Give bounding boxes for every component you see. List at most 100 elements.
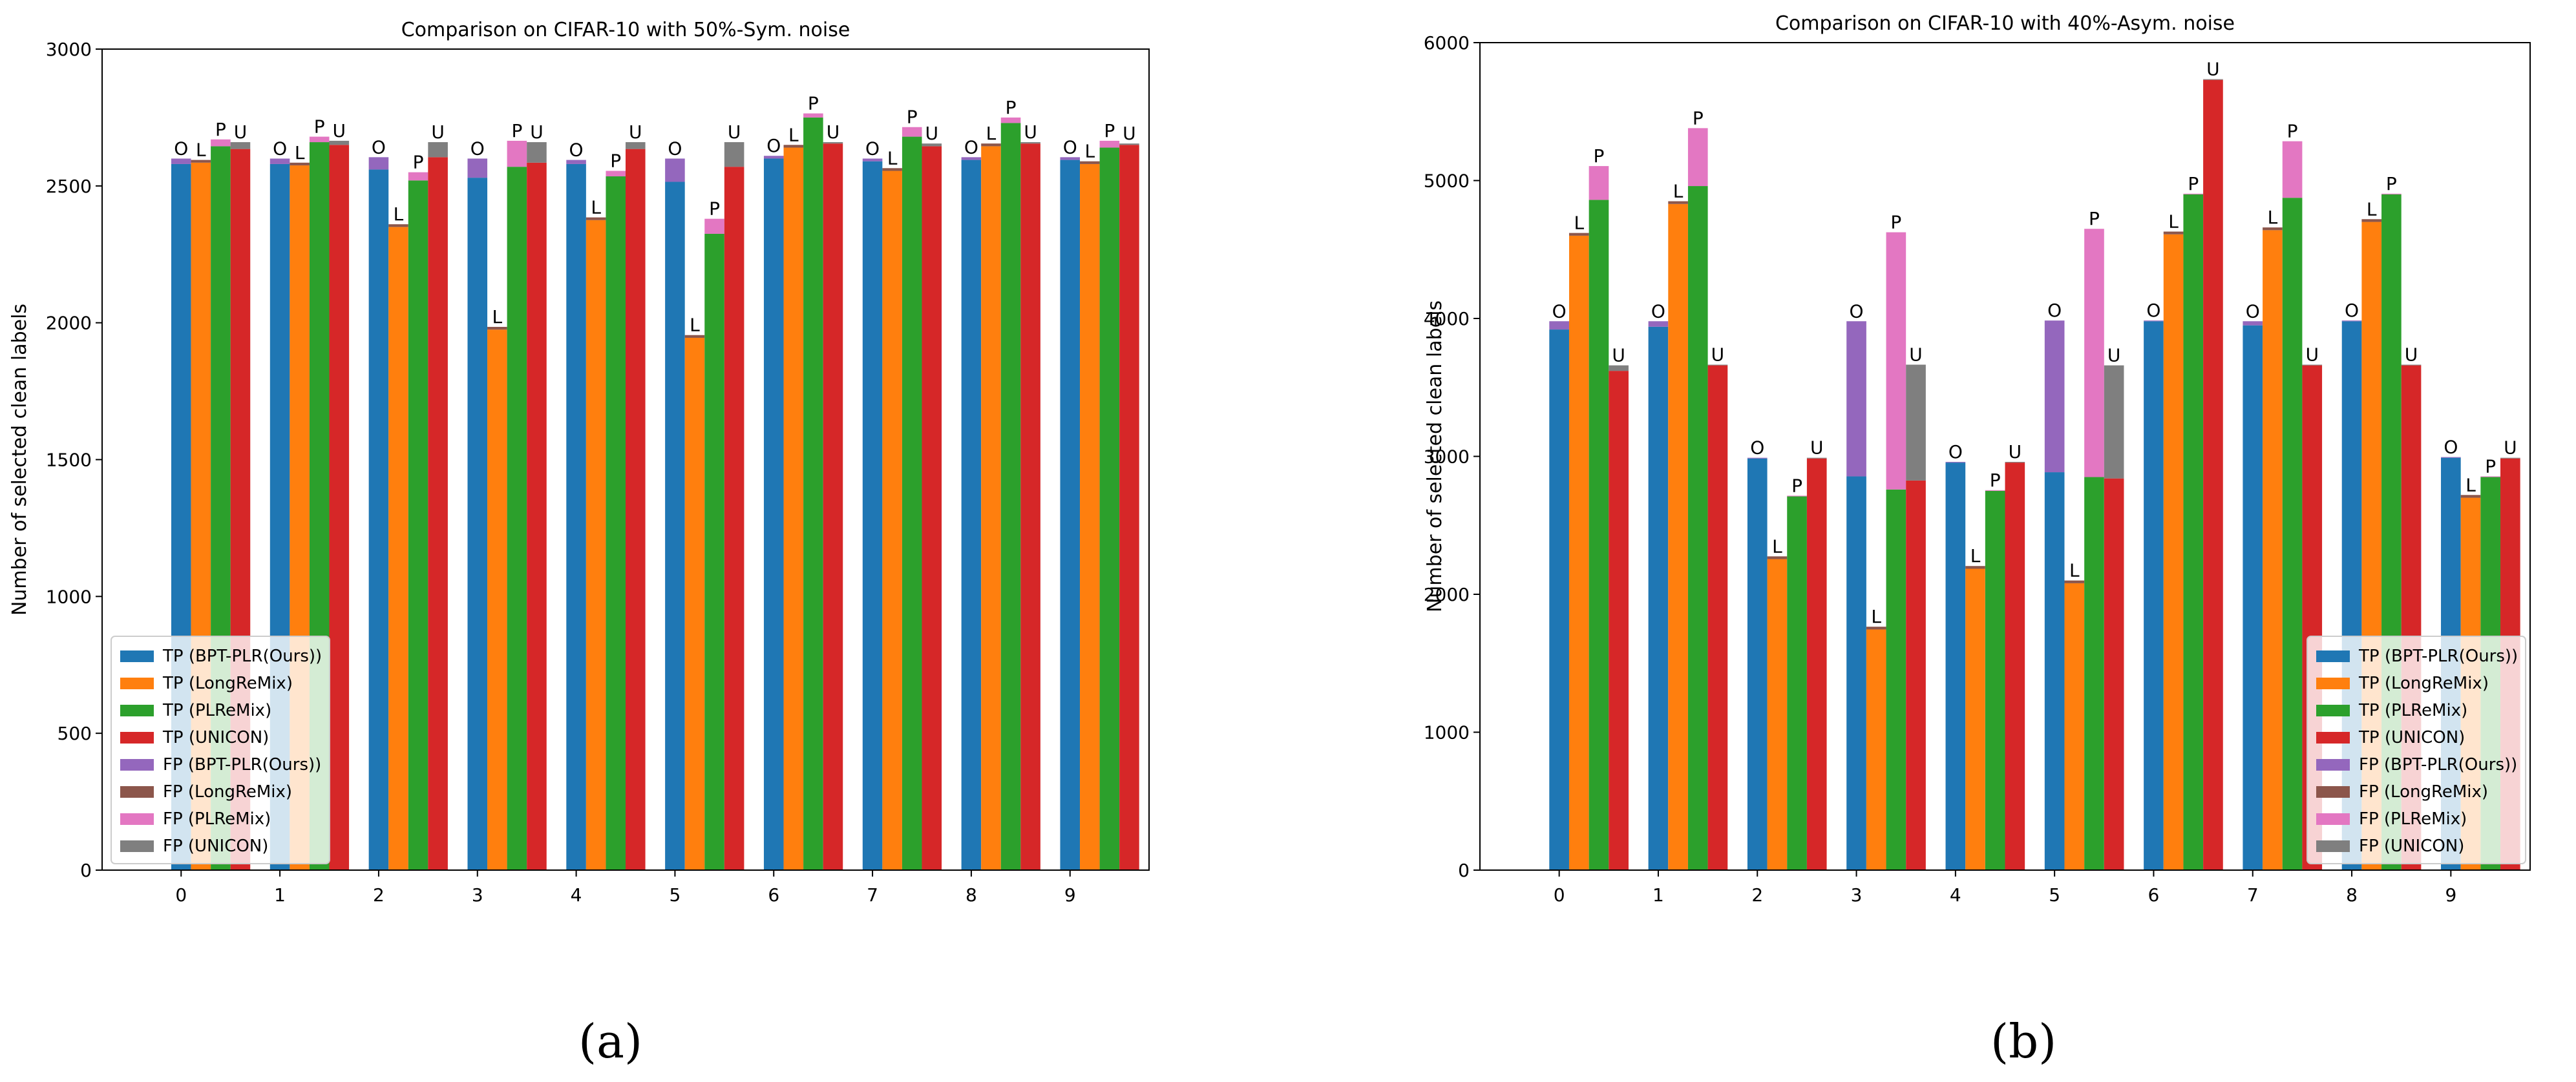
bar-fp [1549, 321, 1569, 330]
bar-method-label: U [1612, 345, 1625, 366]
bar-fp [1099, 140, 1120, 148]
bar-fp [309, 136, 330, 143]
bar-fp [684, 335, 705, 338]
bar-fp [1985, 490, 2005, 491]
bar-tp [2044, 472, 2065, 870]
y-tick-label: 500 [58, 723, 92, 744]
bar-tp [2203, 79, 2223, 870]
bar-tp [2243, 325, 2263, 870]
bar-fp [2243, 321, 2263, 326]
bar-tp [388, 227, 408, 871]
y-tick-label: 2000 [46, 313, 92, 334]
bar-method-label: P [314, 116, 325, 138]
bar-fp [388, 224, 408, 227]
bar-fp [724, 142, 744, 167]
bar-method-label: O [1063, 136, 1077, 158]
bar-fp [586, 217, 606, 220]
legend-label: FP (PLReMix) [2359, 809, 2467, 829]
bar-fp [1080, 161, 1100, 164]
bar-fp [211, 139, 231, 147]
bar-tp [428, 157, 448, 870]
bar-tp [586, 220, 606, 871]
bar-tp [566, 163, 586, 871]
bar-fp [922, 143, 942, 147]
bar-fp [626, 142, 646, 149]
bar-fp [902, 127, 922, 137]
bar-fp [2361, 219, 2382, 222]
legend-swatch [2316, 678, 2350, 689]
bar-fp [1000, 117, 1021, 123]
bar-tp [329, 145, 350, 871]
bar-method-label: P [1791, 475, 1802, 496]
bar-method-label: L [2465, 474, 2476, 495]
bar-fp [408, 172, 428, 181]
y-tick-label: 2000 [1424, 584, 1470, 605]
bar-fp [981, 143, 1001, 147]
legend-box [2307, 636, 2526, 864]
bar-method-label: P [610, 151, 621, 172]
legend-label: FP (LongReMix) [163, 782, 292, 802]
bar-method-label: L [887, 147, 898, 169]
bar-fp [1568, 233, 1589, 236]
legend-swatch [120, 678, 154, 689]
bar-method-label: O [865, 138, 880, 159]
bar-fp [2144, 320, 2164, 322]
bar-fp [1119, 143, 1139, 145]
bar-method-label: P [2287, 121, 2298, 142]
bar-method-label: L [1772, 536, 1782, 557]
bar-fp [1806, 457, 1827, 459]
bar-fp [191, 160, 211, 163]
bar-fp [2500, 457, 2520, 459]
bar-fp [665, 158, 685, 182]
bar-fp [1965, 566, 1985, 569]
bar-fp [1687, 128, 1708, 187]
legend-swatch [120, 786, 154, 798]
bar-tp [467, 178, 488, 871]
bar-fp [783, 145, 804, 148]
legend-swatch [2316, 732, 2350, 744]
bar-method-label: U [827, 121, 840, 143]
bar-tp [1965, 568, 1985, 870]
bar-method-label: U [2107, 345, 2121, 366]
x-tick-label: 3 [472, 884, 483, 906]
bar-tp [1747, 458, 1768, 870]
bar-tp [981, 146, 1001, 871]
bar-method-label: L [2069, 560, 2080, 581]
legend-label: FP (LongReMix) [2359, 782, 2488, 802]
bar-method-label: U [925, 123, 939, 144]
x-tick-label: 1 [1652, 884, 1664, 906]
bar-fp [2064, 580, 2085, 583]
bar-tp [902, 136, 922, 870]
bar-fp [507, 140, 527, 167]
bar-method-label: L [2268, 207, 2278, 228]
legend-label: FP (UNICON) [2359, 837, 2464, 856]
bar-fp [2005, 462, 2025, 463]
bar-method-label: U [2305, 344, 2319, 366]
bar-tp [922, 146, 942, 871]
bar-method-label: P [2386, 173, 2397, 194]
bar-tp [1985, 490, 2005, 870]
bar-fp [1866, 627, 1886, 630]
bar-fp [2282, 141, 2303, 198]
x-tick-label: 8 [2346, 884, 2358, 906]
bar-fp [1589, 166, 1609, 200]
legend-label: TP (PLReMix) [162, 701, 271, 720]
plot-frame [101, 48, 1150, 871]
bar-tp [2183, 194, 2204, 871]
legend-label: TP (UNICON) [162, 728, 269, 747]
bar-method-label: P [907, 107, 918, 128]
bar-method-label: O [273, 138, 287, 159]
bar-method-label: O [1750, 437, 1764, 459]
legend-swatch [2316, 786, 2350, 798]
bar-tp [2144, 321, 2164, 870]
bar-fp [428, 142, 448, 158]
bar-fp [2441, 457, 2461, 458]
bar-method-label: U [2405, 344, 2418, 366]
bar-method-label: O [964, 136, 978, 158]
legend-swatch [2316, 705, 2350, 716]
bar-tp [2282, 198, 2303, 870]
legend-label: TP (BPT-PLR(Ours)) [2358, 647, 2518, 666]
bar-tp [507, 167, 527, 871]
bar-method-label: P [2485, 455, 2496, 477]
bar-fp [606, 171, 626, 177]
